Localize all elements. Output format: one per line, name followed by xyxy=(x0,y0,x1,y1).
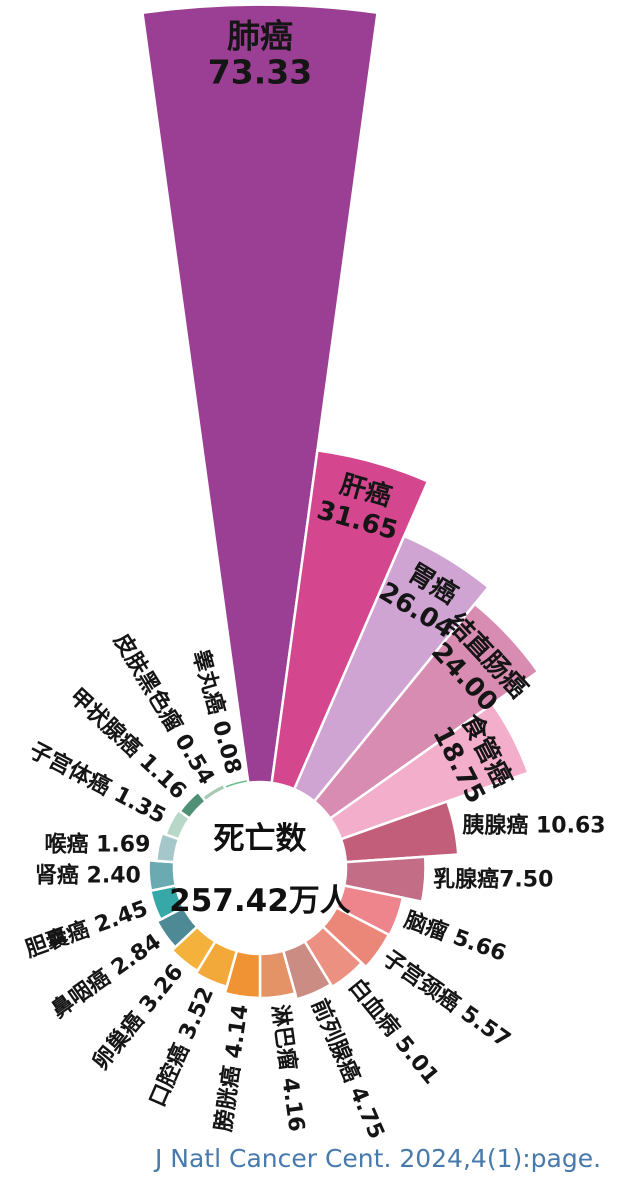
wedge-子宫体癌 xyxy=(163,808,192,841)
wedge-乳腺癌 xyxy=(342,855,427,904)
wedge-label-淋巴瘤: 淋巴瘤 4.16 xyxy=(266,1003,309,1133)
wedge-胃癌 xyxy=(292,534,491,804)
wedge-睾丸癌 xyxy=(222,777,250,791)
wedge-前列腺癌 xyxy=(281,939,333,1001)
wedge-肾癌 xyxy=(147,859,178,893)
wedge-label-喉癌: 喉癌 1.69 xyxy=(44,832,150,858)
wedge-结直肠癌 xyxy=(312,602,540,821)
wedge-皮肤黑色瘤 xyxy=(200,782,228,804)
wedge-卵巢癌 xyxy=(170,924,218,973)
center-label-line1: 死亡数 xyxy=(214,821,307,857)
wedge-label-胃癌: 胃癌26.04 xyxy=(373,549,475,645)
wedge-喉癌 xyxy=(154,831,181,864)
wedge-食管癌 xyxy=(328,702,530,841)
wedge-子宫颈癌 xyxy=(321,905,391,969)
wedge-口腔癌 xyxy=(194,939,239,989)
wedge-label-脑瘤: 脑瘤 5.66 xyxy=(401,907,510,967)
center-label-line2: 257.42万人 xyxy=(169,883,351,919)
wedge-label-乳腺癌: 乳腺癌7.50 xyxy=(433,866,553,892)
wedge-label-肾癌: 肾癌 2.40 xyxy=(35,863,141,889)
wedge-肺癌 xyxy=(141,3,379,785)
wedges xyxy=(141,3,540,1001)
wedge-label-肺癌: 肺癌 73.33 xyxy=(208,17,312,92)
wedge-label-膀胱癌: 膀胱癌 4.14 xyxy=(210,1003,253,1133)
wedge-白血病 xyxy=(302,924,364,989)
citation: J Natl Cancer Cent. 2024,4(1):page. xyxy=(153,1144,601,1173)
wedge-甲状腺癌 xyxy=(177,789,208,821)
wedge-胰腺癌 xyxy=(339,799,460,864)
wedge-label-胰腺癌: 胰腺癌 10.63 xyxy=(462,812,605,838)
wedge-肝癌 xyxy=(270,449,430,791)
